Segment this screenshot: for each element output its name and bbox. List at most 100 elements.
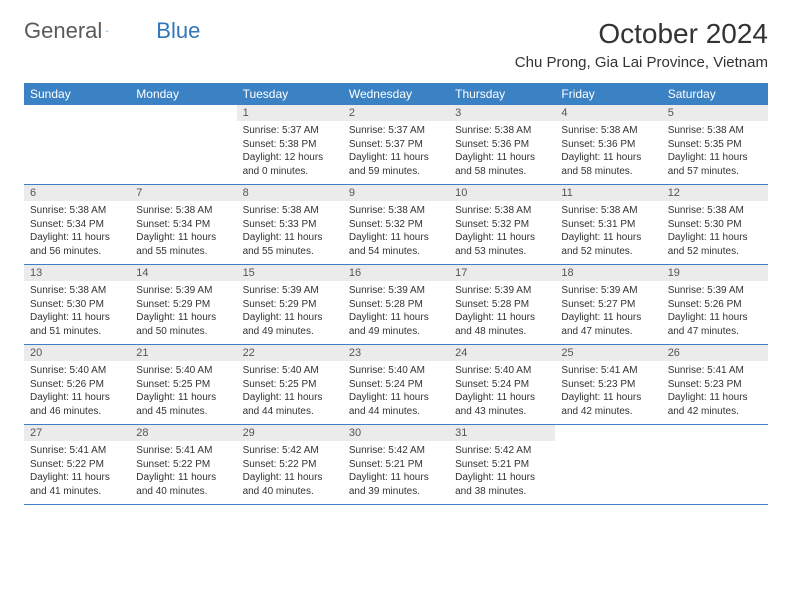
weekday-header: Sunday — [24, 83, 130, 105]
sunrise-text: Sunrise: 5:42 AM — [455, 444, 549, 458]
calendar-day-cell: 20Sunrise: 5:40 AMSunset: 5:26 PMDayligh… — [24, 345, 130, 425]
day-number: 1 — [237, 105, 343, 121]
calendar-day-cell: 4Sunrise: 5:38 AMSunset: 5:36 PMDaylight… — [555, 105, 661, 185]
daylight-text: Daylight: 11 hours and 59 minutes. — [349, 151, 443, 178]
daylight-text: Daylight: 11 hours and 52 minutes. — [668, 231, 762, 258]
day-content: Sunrise: 5:38 AMSunset: 5:36 PMDaylight:… — [449, 121, 555, 184]
header: General Blue October 2024 Chu Prong, Gia… — [24, 18, 768, 71]
daylight-text: Daylight: 11 hours and 56 minutes. — [30, 231, 124, 258]
daylight-text: Daylight: 11 hours and 39 minutes. — [349, 471, 443, 498]
day-content: Sunrise: 5:39 AMSunset: 5:26 PMDaylight:… — [662, 281, 768, 344]
daylight-text: Daylight: 11 hours and 51 minutes. — [30, 311, 124, 338]
day-content: Sunrise: 5:40 AMSunset: 5:25 PMDaylight:… — [130, 361, 236, 424]
sunset-text: Sunset: 5:34 PM — [30, 218, 124, 232]
sunrise-text: Sunrise: 5:38 AM — [243, 204, 337, 218]
sunrise-text: Sunrise: 5:38 AM — [455, 124, 549, 138]
day-number: 16 — [343, 265, 449, 281]
logo-sail-icon — [106, 23, 108, 39]
day-number: 23 — [343, 345, 449, 361]
calendar-day-cell: 1Sunrise: 5:37 AMSunset: 5:38 PMDaylight… — [237, 105, 343, 185]
sunrise-text: Sunrise: 5:40 AM — [455, 364, 549, 378]
day-number: 22 — [237, 345, 343, 361]
day-content: Sunrise: 5:38 AMSunset: 5:33 PMDaylight:… — [237, 201, 343, 264]
calendar-table: SundayMondayTuesdayWednesdayThursdayFrid… — [24, 83, 768, 505]
day-content: Sunrise: 5:38 AMSunset: 5:35 PMDaylight:… — [662, 121, 768, 184]
sunset-text: Sunset: 5:31 PM — [561, 218, 655, 232]
calendar-day-cell: 12Sunrise: 5:38 AMSunset: 5:30 PMDayligh… — [662, 185, 768, 265]
sunrise-text: Sunrise: 5:40 AM — [30, 364, 124, 378]
calendar-day-cell: .. — [130, 105, 236, 185]
sunrise-text: Sunrise: 5:39 AM — [136, 284, 230, 298]
sunset-text: Sunset: 5:28 PM — [349, 298, 443, 312]
calendar-day-cell: 31Sunrise: 5:42 AMSunset: 5:21 PMDayligh… — [449, 425, 555, 505]
daylight-text: Daylight: 11 hours and 47 minutes. — [561, 311, 655, 338]
calendar-week-row: 20Sunrise: 5:40 AMSunset: 5:26 PMDayligh… — [24, 345, 768, 425]
calendar-day-cell: 3Sunrise: 5:38 AMSunset: 5:36 PMDaylight… — [449, 105, 555, 185]
sunset-text: Sunset: 5:30 PM — [668, 218, 762, 232]
daylight-text: Daylight: 11 hours and 54 minutes. — [349, 231, 443, 258]
calendar-day-cell: 30Sunrise: 5:42 AMSunset: 5:21 PMDayligh… — [343, 425, 449, 505]
sunset-text: Sunset: 5:32 PM — [349, 218, 443, 232]
weekday-header: Friday — [555, 83, 661, 105]
daylight-text: Daylight: 11 hours and 40 minutes. — [136, 471, 230, 498]
calendar-week-row: 27Sunrise: 5:41 AMSunset: 5:22 PMDayligh… — [24, 425, 768, 505]
day-number: 5 — [662, 105, 768, 121]
daylight-text: Daylight: 11 hours and 42 minutes. — [561, 391, 655, 418]
daylight-text: Daylight: 11 hours and 44 minutes. — [243, 391, 337, 418]
sunset-text: Sunset: 5:33 PM — [243, 218, 337, 232]
sunset-text: Sunset: 5:24 PM — [455, 378, 549, 392]
sunrise-text: Sunrise: 5:38 AM — [30, 204, 124, 218]
day-content: Sunrise: 5:39 AMSunset: 5:28 PMDaylight:… — [343, 281, 449, 344]
calendar-day-cell: 14Sunrise: 5:39 AMSunset: 5:29 PMDayligh… — [130, 265, 236, 345]
day-number: 11 — [555, 185, 661, 201]
day-number: 24 — [449, 345, 555, 361]
calendar-body: ....1Sunrise: 5:37 AMSunset: 5:38 PMDayl… — [24, 105, 768, 505]
sunset-text: Sunset: 5:25 PM — [243, 378, 337, 392]
sunset-text: Sunset: 5:29 PM — [136, 298, 230, 312]
logo-text-blue: Blue — [156, 18, 200, 44]
calendar-day-cell: 13 Sunrise: 5:38 AMSunset: 5:30 PMDayligh… — [24, 265, 130, 345]
day-content: Sunrise: 5:38 AMSunset: 5:30 PMDaylight:… — [662, 201, 768, 264]
daylight-text: Daylight: 11 hours and 46 minutes. — [30, 391, 124, 418]
sunrise-text: Sunrise: 5:42 AM — [349, 444, 443, 458]
day-content: Sunrise: 5:38 AMSunset: 5:31 PMDaylight:… — [555, 201, 661, 264]
calendar-day-cell: 2Sunrise: 5:37 AMSunset: 5:37 PMDaylight… — [343, 105, 449, 185]
day-number: 31 — [449, 425, 555, 441]
sunset-text: Sunset: 5:30 PM — [30, 298, 124, 312]
day-number: 10 — [449, 185, 555, 201]
calendar-day-cell: .. — [555, 425, 661, 505]
calendar-day-cell: 29Sunrise: 5:42 AMSunset: 5:22 PMDayligh… — [237, 425, 343, 505]
sunrise-text: Sunrise: 5:37 AM — [349, 124, 443, 138]
day-number: 20 — [24, 345, 130, 361]
daylight-text: Daylight: 11 hours and 55 minutes. — [243, 231, 337, 258]
daylight-text: Daylight: 11 hours and 47 minutes. — [668, 311, 762, 338]
calendar-week-row: 13Sunrise: 5:38 AMSunset: 5:30 PMDayligh… — [24, 265, 768, 345]
day-content: Sunrise: 5:41 AMSunset: 5:23 PMDaylight:… — [662, 361, 768, 424]
daylight-text: Daylight: 11 hours and 57 minutes. — [668, 151, 762, 178]
calendar-day-cell: .. — [24, 105, 130, 185]
day-number: 26 — [662, 345, 768, 361]
day-number: 13 — [24, 265, 130, 281]
calendar-day-cell: 18Sunrise: 5:39 AMSunset: 5:27 PMDayligh… — [555, 265, 661, 345]
sunrise-text: Sunrise: 5:38 AM — [30, 284, 124, 298]
sunrise-text: Sunrise: 5:39 AM — [349, 284, 443, 298]
sunset-text: Sunset: 5:36 PM — [455, 138, 549, 152]
day-content: Sunrise: 5:39 AMSunset: 5:27 PMDaylight:… — [555, 281, 661, 344]
sunset-text: Sunset: 5:26 PM — [668, 298, 762, 312]
day-number: 9 — [343, 185, 449, 201]
calendar-day-cell: 25Sunrise: 5:41 AMSunset: 5:23 PMDayligh… — [555, 345, 661, 425]
day-number: 7 — [130, 185, 236, 201]
calendar-day-cell: 6Sunrise: 5:38 AMSunset: 5:34 PMDaylight… — [24, 185, 130, 265]
day-number: 8 — [237, 185, 343, 201]
calendar-day-cell: .. — [662, 425, 768, 505]
daylight-text: Daylight: 11 hours and 44 minutes. — [349, 391, 443, 418]
calendar-day-cell: 11Sunrise: 5:38 AMSunset: 5:31 PMDayligh… — [555, 185, 661, 265]
sunset-text: Sunset: 5:28 PM — [455, 298, 549, 312]
sunrise-text: Sunrise: 5:38 AM — [561, 204, 655, 218]
day-number: 28 — [130, 425, 236, 441]
daylight-text: Daylight: 11 hours and 40 minutes. — [243, 471, 337, 498]
sunset-text: Sunset: 5:22 PM — [243, 458, 337, 472]
calendar-day-cell: 17Sunrise: 5:39 AMSunset: 5:28 PMDayligh… — [449, 265, 555, 345]
calendar-day-cell: 9Sunrise: 5:38 AMSunset: 5:32 PMDaylight… — [343, 185, 449, 265]
day-content: Sunrise: 5:38 AMSunset: 5:36 PMDaylight:… — [555, 121, 661, 184]
